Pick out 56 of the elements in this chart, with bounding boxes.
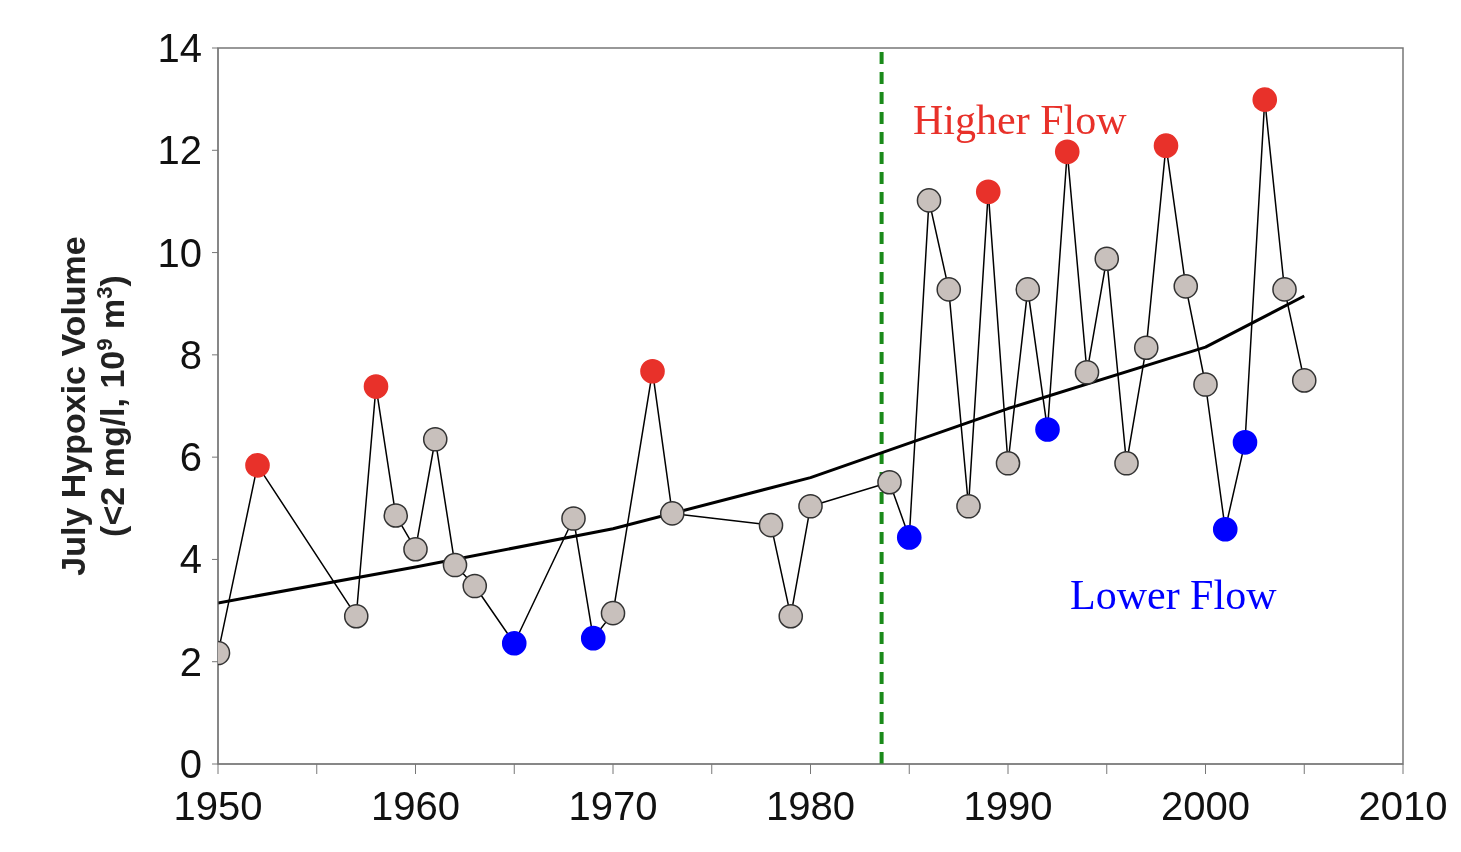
- point: [501, 631, 527, 656]
- y-tick-label: 0: [179, 742, 202, 786]
- point: [403, 536, 428, 562]
- y-tick-label: 4: [179, 537, 202, 582]
- point: [1193, 372, 1218, 397]
- x-tick-label: 2010: [1358, 784, 1448, 828]
- point: [659, 501, 685, 526]
- point: [1153, 133, 1179, 158]
- point: [936, 277, 962, 302]
- y-tick-label: 14: [157, 26, 202, 70]
- point: [1212, 516, 1238, 542]
- annotation: Higher Flow: [913, 96, 1127, 144]
- point: [343, 603, 369, 629]
- point: [1074, 359, 1100, 385]
- point: [1015, 277, 1041, 302]
- y-tick-label: 8: [179, 332, 202, 377]
- point: [1252, 87, 1278, 112]
- point: [245, 453, 270, 478]
- point: [442, 552, 468, 578]
- x-tick-label: 1970: [568, 784, 658, 828]
- point: [363, 374, 389, 399]
- point: [778, 603, 804, 629]
- point: [1054, 139, 1080, 165]
- point: [1035, 417, 1060, 442]
- y-tick-label: 10: [157, 230, 202, 275]
- point: [1232, 430, 1258, 455]
- point: [422, 426, 448, 452]
- x-tick-label: 1990: [963, 784, 1053, 828]
- x-tick-label: 1960: [371, 784, 460, 828]
- point: [877, 469, 902, 495]
- point: [561, 506, 586, 531]
- point: [1094, 246, 1120, 271]
- point: [916, 188, 942, 213]
- point: [975, 179, 1001, 204]
- point: [1133, 335, 1159, 360]
- point: [1291, 368, 1317, 393]
- y-tick-label: 12: [157, 128, 202, 173]
- point: [1114, 450, 1139, 476]
- point: [462, 573, 488, 599]
- point: [383, 503, 409, 528]
- y-tick-label: 6: [179, 435, 202, 480]
- point: [1272, 277, 1297, 302]
- point: [896, 525, 922, 550]
- y-tick-label: 2: [179, 639, 202, 684]
- point: [995, 450, 1021, 476]
- point: [600, 600, 626, 626]
- point: [580, 625, 606, 651]
- point: [956, 493, 981, 519]
- point: [758, 512, 784, 538]
- point: [1173, 274, 1199, 299]
- x-tick-label: 2000: [1161, 784, 1250, 828]
- x-tick-label: 1950: [173, 784, 263, 828]
- point: [640, 358, 665, 384]
- point: [798, 493, 823, 519]
- x-tick-label: 1980: [766, 784, 855, 828]
- annotation: Lower Flow: [1070, 571, 1277, 619]
